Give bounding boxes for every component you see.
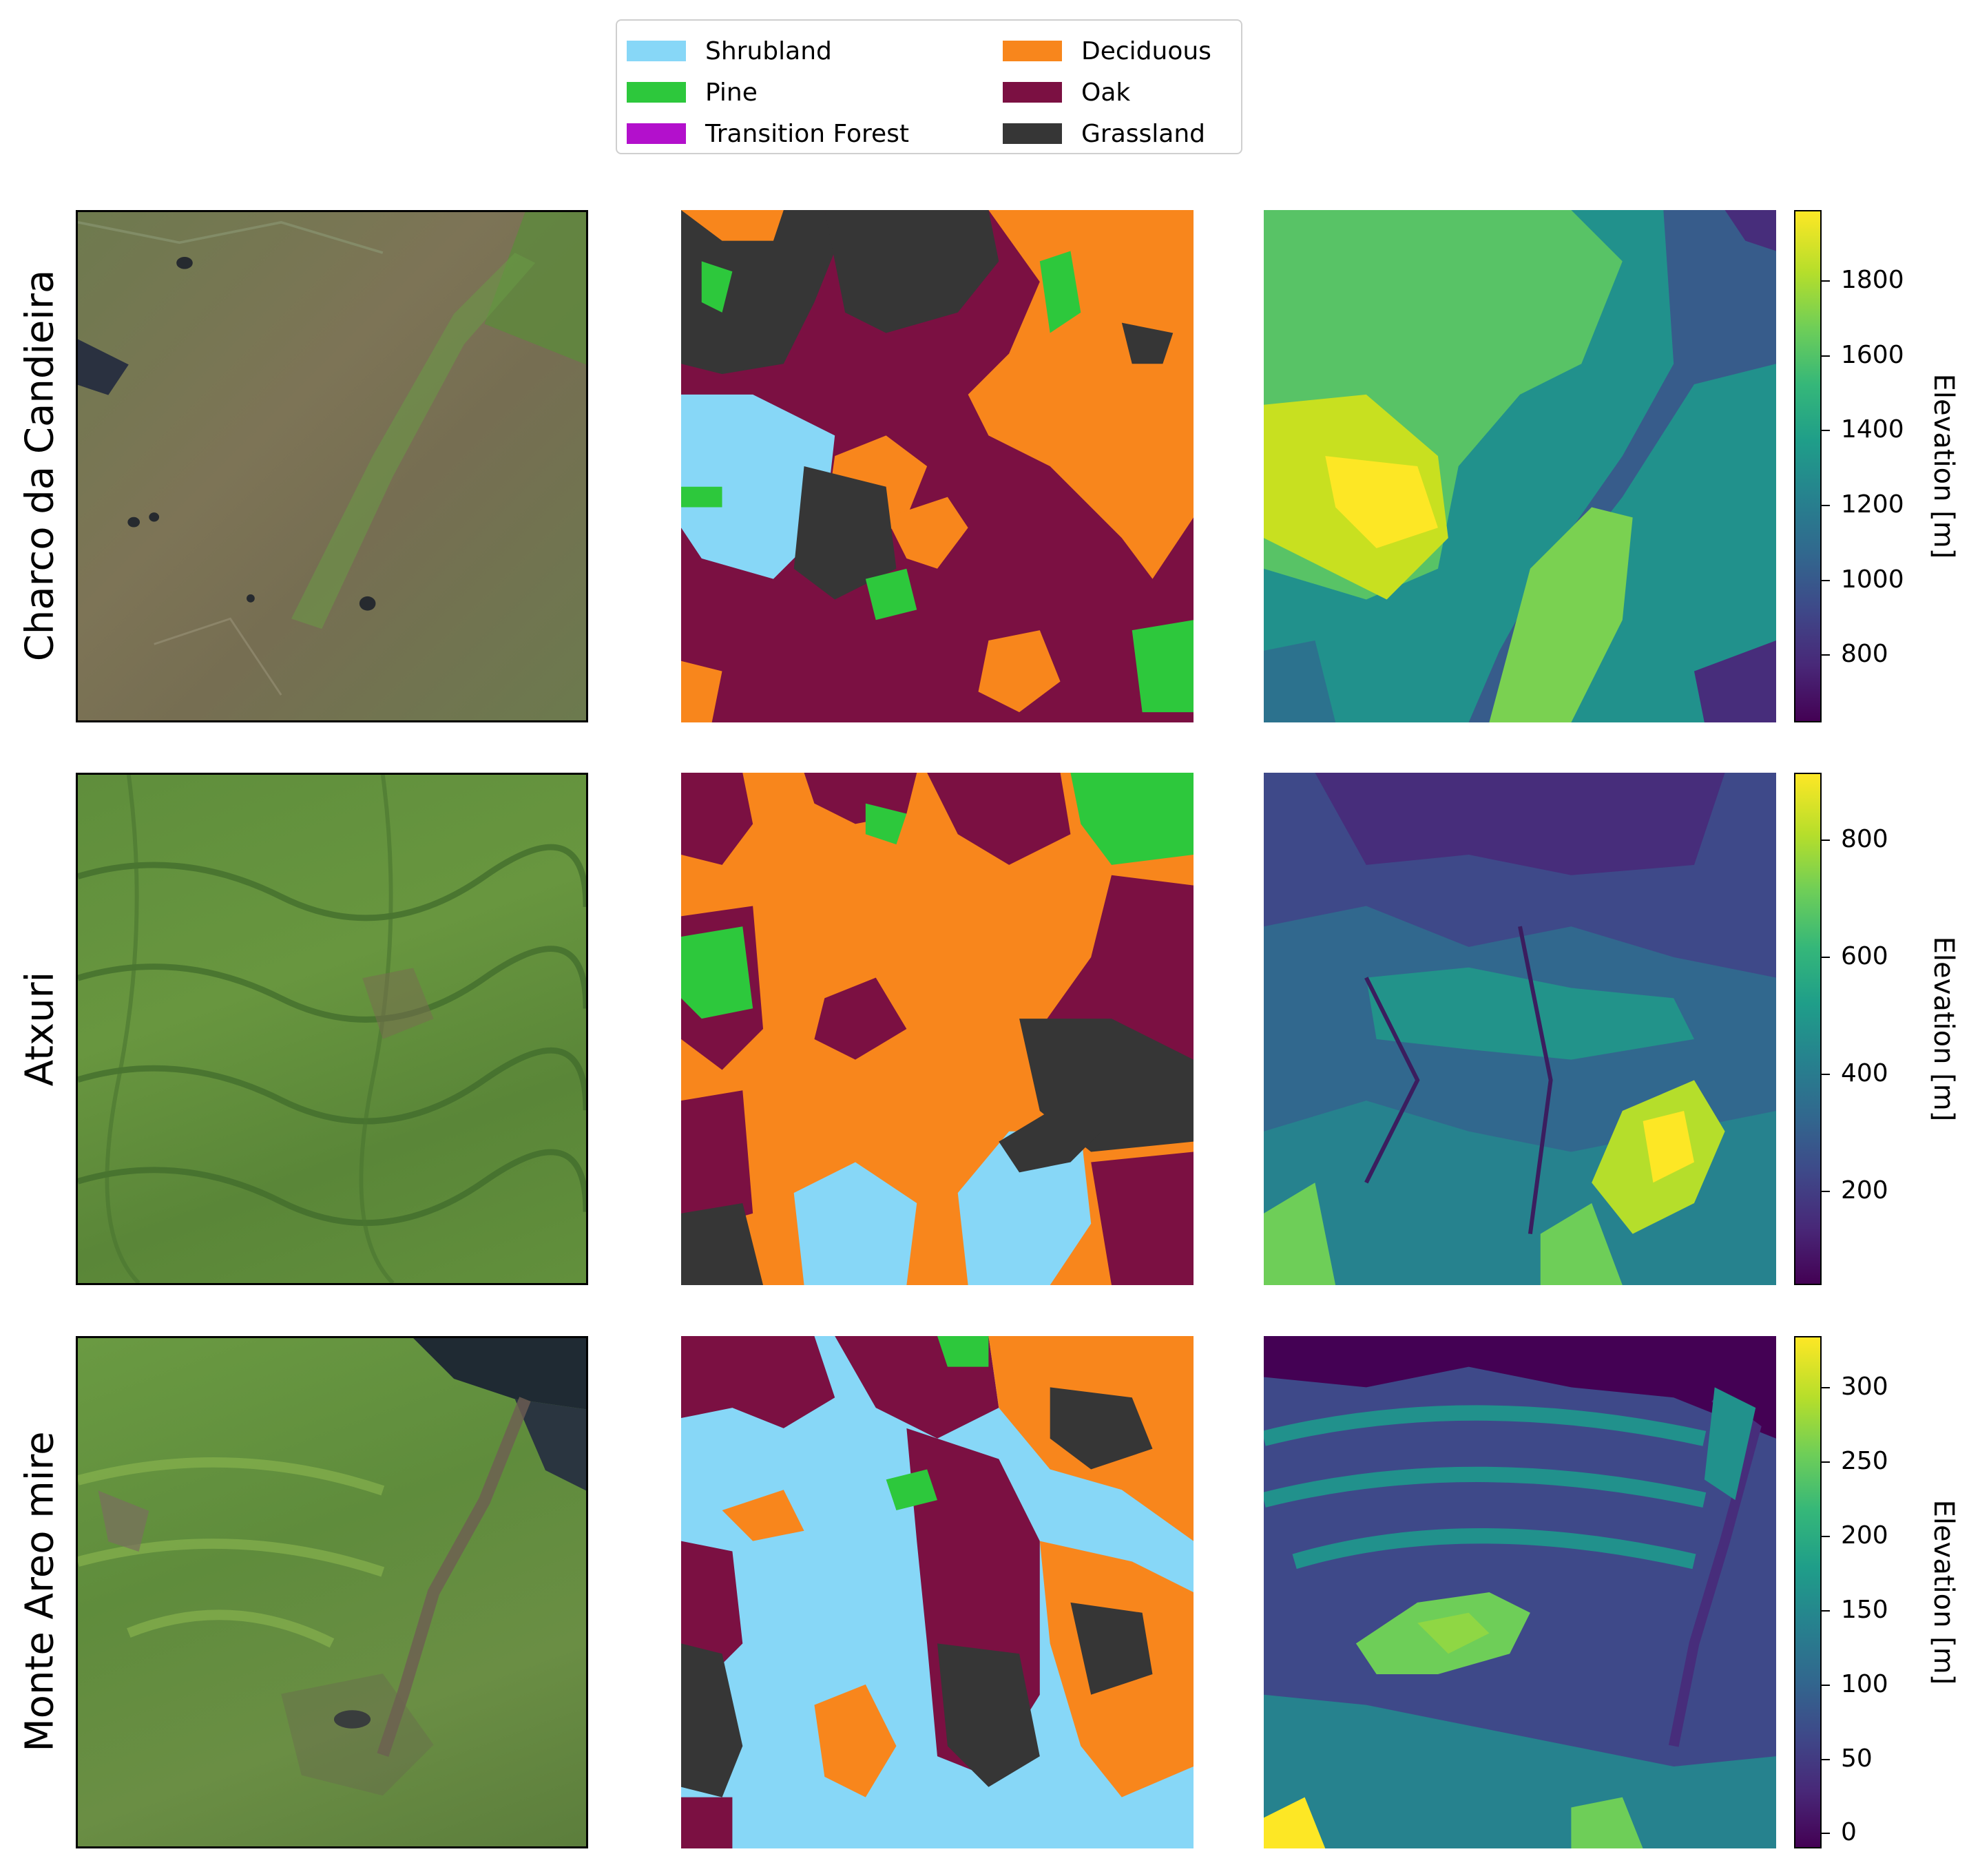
tick-label: 800 [1841,640,1888,669]
legend-item-pine: Pine [627,78,758,107]
elevation-texture [1264,1336,1776,1848]
site-name: Atxuri [17,971,63,1087]
elevation-texture [1264,773,1776,1285]
legend-item-transition-forest: Transition Forest [627,119,910,148]
legend-label: Oak [1081,78,1131,107]
elevation-map [1264,773,1776,1285]
satellite-texture [78,212,586,696]
tick-label: 1800 [1841,266,1904,295]
site-name: Monte Areo mire [17,1431,63,1752]
tick-label: 150 [1841,1595,1888,1624]
landcover-texture [681,210,1194,722]
tick-mark [1820,839,1830,841]
satellite-texture [78,1338,586,1796]
elevation-map [1264,210,1776,722]
landcover-map [681,1336,1194,1848]
tick-label: 600 [1841,941,1888,970]
landcover-texture [681,773,1194,1285]
satellite-image [76,1336,588,1848]
tick-mark [1820,1536,1830,1538]
colorbar-label: Elevation [m] [1928,1499,1959,1685]
tick-mark [1820,1387,1830,1389]
legend-swatch [1003,123,1062,144]
tick-mark [1820,654,1830,656]
tick-mark [1820,579,1830,581]
legend-item-grassland: Grassland [1003,119,1205,148]
legend-label: Deciduous [1081,37,1211,65]
legend-swatch [627,41,686,61]
satellite-image [76,210,588,722]
legend-swatch [627,82,686,103]
satellite-image [76,773,588,1285]
tick-mark [1820,430,1830,432]
tick-label: 1400 [1841,415,1904,444]
site-name: Charco da Candieira [17,269,63,662]
tick-label: 800 [1841,824,1888,853]
tick-mark [1820,1684,1830,1686]
legend-label: Shrubland [705,37,832,65]
tick-label: 300 [1841,1373,1888,1401]
tick-label: 250 [1841,1447,1888,1476]
tick-mark [1820,1833,1830,1835]
tick-label: 0 [1841,1818,1857,1847]
tick-mark [1820,1190,1830,1192]
landcover-map [681,773,1194,1285]
colorbar-label: Elevation [m] [1928,936,1959,1122]
legend-swatch [1003,82,1062,103]
tick-mark [1820,280,1830,282]
colorbar [1794,773,1822,1285]
tick-label: 50 [1841,1744,1873,1773]
tick-mark [1820,505,1830,507]
tick-label: 100 [1841,1669,1888,1698]
legend-label: Pine [705,78,758,107]
legend-swatch [1003,41,1062,61]
legend: Shrubland Pine Transition Forest Deciduo… [616,19,1242,154]
tick-mark [1820,1461,1830,1463]
legend-item-deciduous: Deciduous [1003,37,1211,65]
elevation-map [1264,1336,1776,1848]
tick-label: 400 [1841,1059,1888,1087]
tick-mark [1820,1073,1830,1075]
landcover-map [681,210,1194,722]
tick-label: 1200 [1841,490,1904,519]
legend-label: Transition Forest [705,119,910,148]
tick-label: 200 [1841,1521,1888,1550]
tick-mark [1820,355,1830,357]
landcover-texture [681,1336,1194,1848]
tick-mark [1820,1609,1830,1612]
colorbar [1794,210,1822,722]
satellite-texture [78,775,586,1283]
tick-mark [1820,1758,1830,1760]
tick-label: 1600 [1841,340,1904,369]
legend-item-shrubland: Shrubland [627,37,832,65]
tick-label: 1000 [1841,565,1904,594]
legend-label: Grassland [1081,119,1205,148]
colorbar-label: Elevation [m] [1928,373,1959,559]
legend-swatch [627,123,686,144]
colorbar [1794,1336,1822,1848]
tick-label: 200 [1841,1176,1888,1205]
elevation-texture [1264,210,1776,722]
legend-item-oak: Oak [1003,78,1131,107]
tick-mark [1820,956,1830,958]
